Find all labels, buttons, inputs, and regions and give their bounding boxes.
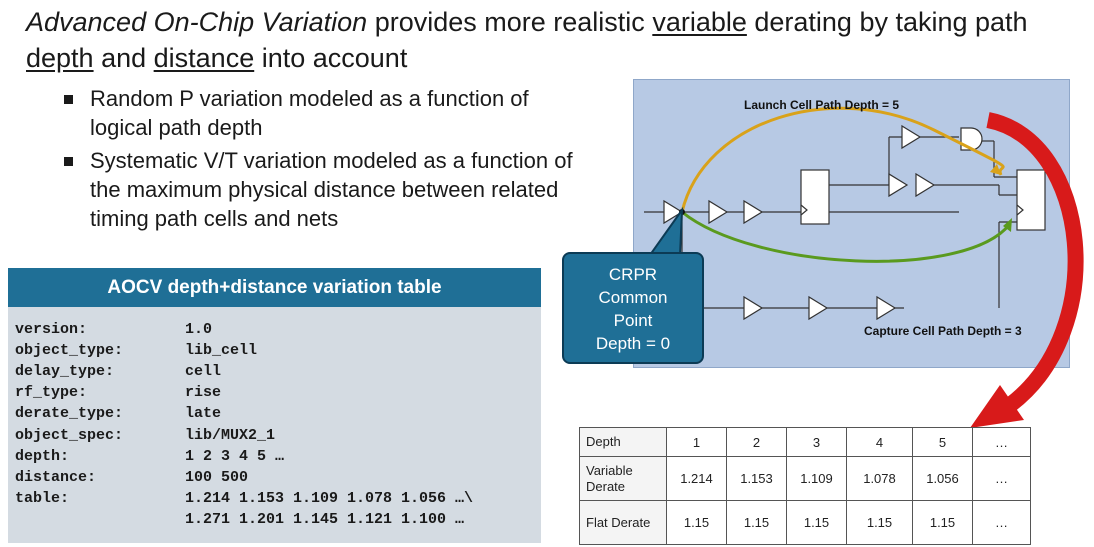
slide-headline: Advanced On-Chip Variation provides more… (26, 4, 1086, 76)
bullet-item: Random P variation modeled as a function… (62, 84, 582, 142)
red-arrowhead-icon (970, 385, 1024, 428)
aocv-value: rise (185, 384, 222, 401)
crpr-line: Depth = 0 (595, 334, 671, 353)
aocv-table-title: AOCV depth+distance variation table (8, 268, 541, 307)
crpr-callout: CRPR Common Point Depth = 0 (562, 252, 704, 364)
clock-pin-icon (1016, 204, 1024, 216)
launch-path-arrow (680, 106, 1005, 213)
table-cell: … (972, 456, 1031, 501)
capture-arrowhead-icon (1003, 218, 1012, 232)
table-cell: 1 (666, 427, 727, 457)
aocv-key: object_type: (15, 342, 124, 359)
aocv-key: version: (15, 321, 88, 338)
buffer-icon (901, 124, 922, 150)
aocv-key: distance: (15, 469, 97, 486)
buffer-icon (663, 199, 684, 225)
table-cell: … (972, 427, 1031, 457)
bullet-item: Systematic V/T variation modeled as a fu… (62, 146, 582, 233)
headline-variable: variable (652, 7, 747, 37)
bullet-text: Systematic V/T variation modeled as a fu… (90, 148, 573, 231)
aocv-variation-table: AOCV depth+distance variation table vers… (8, 268, 541, 543)
table-cell: 1.153 (726, 456, 787, 501)
aocv-value: 1.0 (185, 321, 213, 338)
table-cell: Depth (579, 427, 667, 457)
aocv-key: object_spec: (15, 427, 124, 444)
table-cell: … (972, 500, 1031, 545)
buffer-icon (876, 295, 897, 321)
table-cell: Flat Derate (579, 500, 667, 545)
flat-derate-row: Flat Derate 1.15 1.15 1.15 1.15 1.15 … (579, 500, 1031, 545)
headline-text-4: into account (254, 43, 408, 73)
crpr-line: Common (598, 288, 668, 307)
table-cell: 3 (786, 427, 847, 457)
aocv-value: late (185, 405, 222, 422)
table-cell: 1.214 (666, 456, 727, 501)
derate-header-row: Depth 1 2 3 4 5 … (579, 427, 1031, 457)
table-cell: 1.15 (786, 500, 847, 545)
headline-aocv-term: Advanced On-Chip Variation (26, 7, 368, 37)
derate-table: Depth 1 2 3 4 5 … Variable Derate 1.214 … (579, 427, 1031, 545)
table-cell: 1.15 (666, 500, 727, 545)
capture-depth-label: Capture Cell Path Depth = 3 (864, 324, 1022, 338)
buffer-icon (888, 172, 909, 198)
crpr-pointer-icon (648, 206, 684, 256)
table-cell: Variable Derate (579, 456, 667, 501)
buffer-icon (915, 172, 936, 198)
capture-flop-icon (1016, 169, 1046, 231)
headline-distance: distance (153, 43, 255, 73)
headline-text-3: and (93, 43, 154, 73)
headline-text-2: derating by taking path (746, 7, 1028, 37)
crpr-line: Point (613, 311, 653, 330)
headline-depth: depth (26, 43, 94, 73)
circuit-schematic: Launch Cell Path Depth = 5 Capture Cell … (644, 98, 1046, 338)
buffer-icon (743, 199, 764, 225)
crpr-line: CRPR (608, 265, 658, 284)
table-cell: 1.15 (912, 500, 973, 545)
table-cell: 1.109 (786, 456, 847, 501)
aocv-key: delay_type: (15, 363, 115, 380)
red-curved-arrow (986, 112, 1084, 412)
table-cell: 1.15 (726, 500, 787, 545)
clock-pin-icon (800, 204, 808, 216)
aocv-value: 1 2 3 4 5 … (185, 448, 285, 465)
buffer-icon (808, 295, 829, 321)
headline-text-1: provides more realistic (367, 7, 653, 37)
aocv-value: lib/MUX2_1 (185, 427, 276, 444)
table-cell: 2 (726, 427, 787, 457)
table-cell: 1.078 (846, 456, 913, 501)
table-cell: 4 (846, 427, 913, 457)
table-cell: 5 (912, 427, 973, 457)
bullet-square-icon (64, 157, 73, 166)
bullet-text: Random P variation modeled as a function… (90, 86, 529, 140)
aocv-key: derate_type: (15, 405, 124, 422)
buffer-icon (743, 295, 764, 321)
capture-path-arrow (681, 210, 1011, 263)
aocv-key: rf_type: (15, 384, 88, 401)
table-cell: 1.15 (846, 500, 913, 545)
launch-arrowhead-icon (990, 164, 1001, 175)
aocv-value: 1.214 1.153 1.109 1.078 1.056 …\ (185, 490, 474, 507)
aocv-value: 100 500 (185, 469, 249, 486)
bullet-list: Random P variation modeled as a function… (62, 84, 582, 237)
aocv-key: depth: (15, 448, 70, 465)
buffer-icon (708, 199, 729, 225)
aocv-value: lib_cell (185, 342, 258, 359)
aocv-key: table: (15, 490, 70, 507)
aocv-value: 1.271 1.201 1.145 1.121 1.100 … (185, 511, 465, 528)
launch-depth-label: Launch Cell Path Depth = 5 (744, 98, 899, 112)
variable-derate-row: Variable Derate 1.214 1.153 1.109 1.078 … (579, 456, 1031, 501)
aocv-value: cell (185, 363, 222, 380)
bullet-square-icon (64, 95, 73, 104)
launch-flop-icon (800, 169, 830, 225)
table-cell: 1.056 (912, 456, 973, 501)
